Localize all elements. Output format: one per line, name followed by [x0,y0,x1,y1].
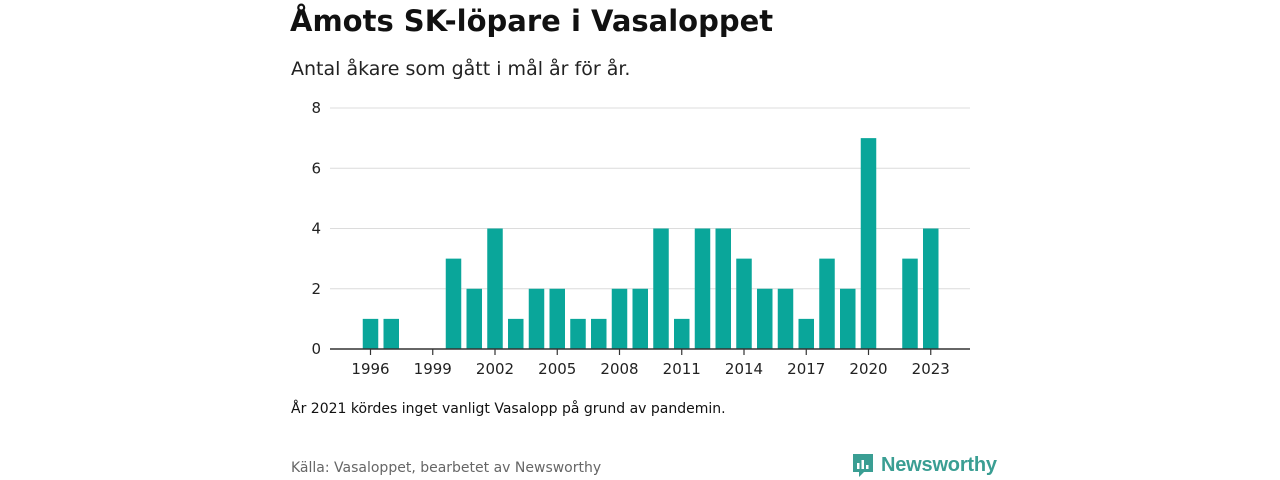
x-tick-label: 2017 [787,360,825,378]
chart-subtitle: Antal åkare som gått i mål år för år. [291,58,631,80]
bar-2004 [528,288,545,349]
bar-2005 [549,288,565,349]
bar-2003 [508,318,524,349]
x-tick-label: 2011 [663,360,701,378]
bar-2023 [923,228,939,349]
y-tick-label: 0 [311,340,321,358]
source-text: Källa: Vasaloppet, bearbetet av Newswort… [291,460,602,476]
x-tick-label: 1999 [414,360,452,378]
x-tick-label: 2014 [725,360,763,378]
bar-1997 [383,318,399,349]
bar-2011 [674,318,690,349]
bar-2001 [466,288,482,349]
bar-2014 [736,258,752,349]
newsworthy-logo: Newsworthy [852,452,997,478]
x-tick-label: 1996 [351,360,389,378]
bar-2010 [653,228,669,349]
x-tick-label: 2005 [538,360,576,378]
bar-1996 [362,318,379,349]
bar-2000 [445,258,462,349]
brand-name: Newsworthy [881,453,997,476]
bar-2009 [632,288,648,349]
bar-2013 [715,228,731,349]
bar-2012 [694,228,711,349]
bar-chart: 0 2 4 6 8 1996 1999 2002 2005 2008 2011 2014 2017 202… [311,99,970,378]
x-tick-label: 2008 [600,360,638,378]
y-tick-label: 2 [311,280,321,298]
bar-2006 [570,318,586,349]
newsworthy-bar-icon [853,454,873,477]
bar-2020 [860,138,877,349]
chart-title: Åmots SK-löpare i Vasaloppet [290,4,774,38]
bar-2015 [757,288,773,349]
bar-2017 [798,318,814,349]
bar-2016 [777,288,794,349]
x-tick-label: 2002 [476,360,514,378]
x-tick-label: 2023 [912,360,950,378]
y-tick-label: 4 [311,220,321,238]
x-tick-label: 2020 [849,360,887,378]
bar-2008 [611,288,628,349]
bar-2019 [840,288,856,349]
bar-2022 [902,258,918,349]
bar-2007 [591,318,607,349]
bar-2018 [819,258,835,349]
chart-note: År 2021 kördes inget vanligt Vasalopp på… [291,401,726,417]
bar-2002 [487,228,503,349]
y-tick-label: 6 [311,159,321,177]
y-tick-label: 8 [311,99,321,117]
